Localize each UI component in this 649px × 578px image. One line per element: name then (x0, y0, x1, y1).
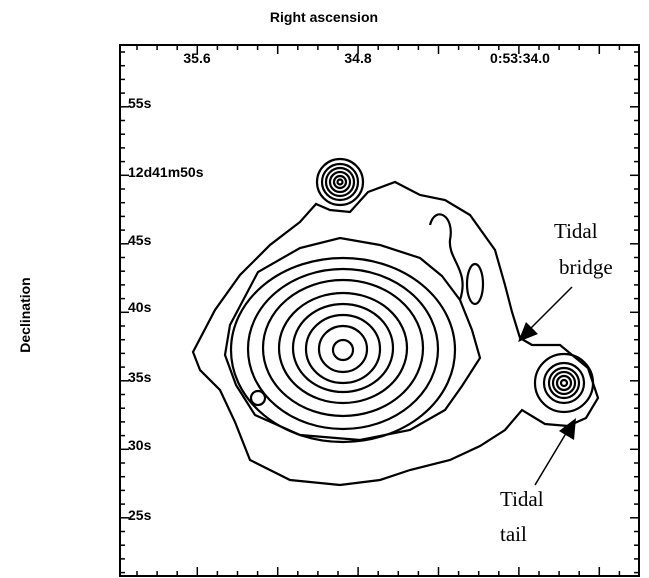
annotation: Tidal (554, 219, 598, 243)
y-tick-label: 55s (128, 95, 152, 111)
annotation: Tidal (500, 487, 544, 511)
x-tick-label: 35.6 (183, 50, 210, 66)
annotation: bridge (559, 255, 613, 279)
x-tick-label: 34.8 (344, 50, 371, 66)
y-tick-label: 45s (128, 232, 152, 248)
x-axis-label: Right ascension (270, 9, 378, 25)
y-tick-label: 30s (128, 437, 152, 453)
arrows (518, 286, 576, 486)
y-tick-label: 35s (128, 369, 152, 385)
x-tick-label: 0:53:34.0 (490, 50, 550, 66)
y-tick-label: 25s (128, 507, 152, 523)
annotation: tail (500, 522, 527, 546)
y-tick-label: 40s (128, 299, 152, 315)
ticks (120, 45, 639, 576)
frame (119, 44, 640, 577)
contours (191, 157, 600, 487)
y-axis-label: Declination (17, 277, 33, 352)
y-tick-label: 12d41m50s (128, 164, 204, 180)
